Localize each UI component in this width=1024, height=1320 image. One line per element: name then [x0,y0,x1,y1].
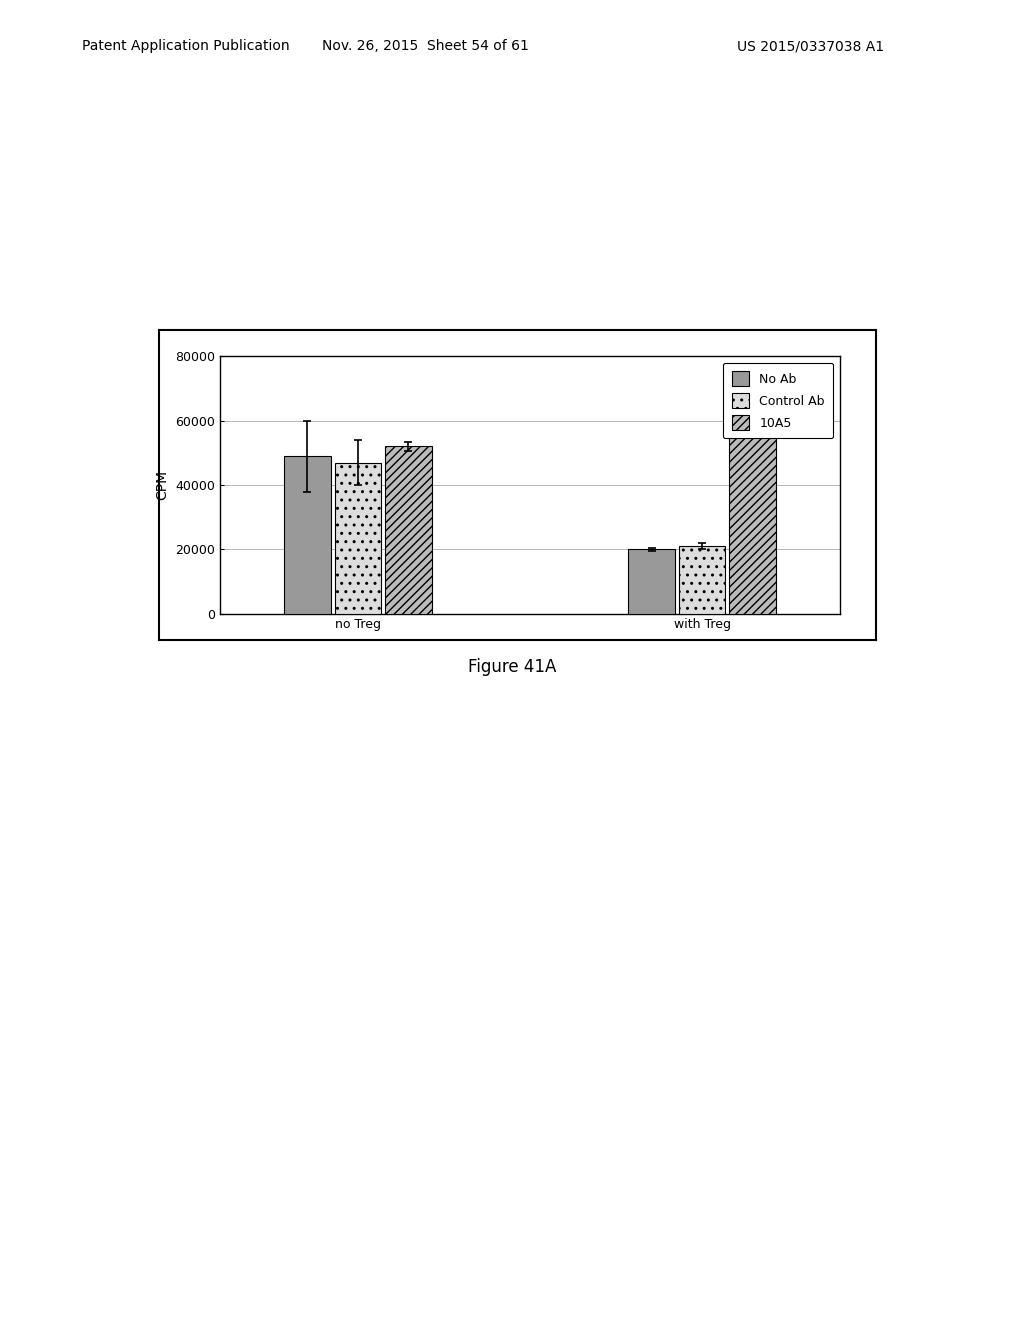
Bar [385,446,431,614]
Bar [629,549,675,614]
Legend: No Ab, Control Ab, 10A5: No Ab, Control Ab, 10A5 [723,363,834,438]
Text: Patent Application Publication: Patent Application Publication [82,40,290,53]
Bar [284,457,331,614]
Y-axis label: CPM: CPM [156,470,170,500]
Bar [729,411,776,614]
Bar [679,546,725,614]
Text: Figure 41A: Figure 41A [468,657,556,676]
Text: US 2015/0337038 A1: US 2015/0337038 A1 [737,40,885,53]
Text: Nov. 26, 2015  Sheet 54 of 61: Nov. 26, 2015 Sheet 54 of 61 [322,40,528,53]
Bar [335,462,381,614]
